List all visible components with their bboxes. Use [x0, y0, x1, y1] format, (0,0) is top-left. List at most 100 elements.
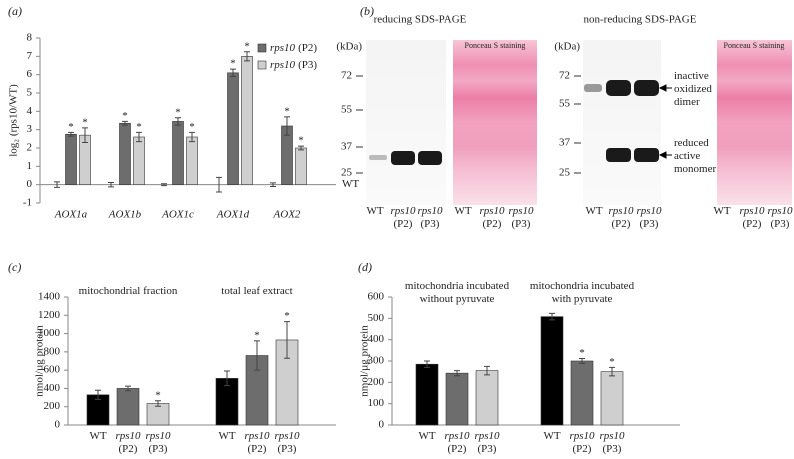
label-name: WT	[713, 205, 731, 217]
bar-label: rps10 (P3)	[592, 430, 632, 456]
y-axis-label: nmol/µg protein	[359, 325, 371, 397]
significance: *	[122, 110, 128, 122]
error-bar	[254, 340, 260, 371]
label-name: rps10	[244, 430, 270, 442]
gel-reducing	[366, 40, 446, 205]
bar	[540, 316, 564, 426]
error-bar	[155, 400, 161, 407]
bar-label: rps10 (P3)	[503, 205, 539, 231]
band	[606, 80, 631, 96]
group-title: mitochondria incubated with pyruvate	[529, 280, 635, 305]
bar-label: rps10 (P2)	[385, 205, 421, 231]
significance: *	[244, 40, 250, 52]
significance: *	[68, 121, 74, 133]
bar-label: rps10 (P2)	[734, 205, 770, 231]
bar	[475, 370, 499, 426]
bar	[241, 56, 253, 185]
y-tick-label: 1	[27, 160, 33, 172]
significance: *	[579, 347, 585, 359]
legend-tag: (P2)	[298, 42, 317, 54]
marker-label: 72	[559, 70, 570, 82]
label-tag: (P3)	[511, 218, 531, 230]
bar	[186, 136, 198, 185]
label-name: rps10	[608, 205, 634, 217]
band	[634, 148, 659, 162]
marker-label: 72	[341, 70, 352, 82]
label-name: rps10	[767, 205, 793, 217]
y-tick-label: 300	[368, 355, 385, 367]
bar-label: rps10 (P2)	[562, 430, 602, 456]
unit-label: (kDa)	[336, 41, 362, 53]
y-tick-label: 400	[44, 382, 61, 394]
label-tag: (P3)	[277, 443, 297, 455]
legend-label: rps10 (P3)	[270, 59, 317, 71]
gel-nonreducing	[583, 40, 661, 205]
error-bar	[54, 181, 60, 188]
bar-label: WT	[78, 430, 118, 443]
label-tag: (P2)	[118, 443, 138, 455]
bar-label: rps10 (P3)	[467, 430, 507, 456]
y-axis-label: log₂ (rps10/WT)	[8, 84, 20, 157]
annotation: reduced active monomer	[674, 137, 717, 175]
error-bar	[82, 127, 88, 143]
error-bar	[68, 131, 74, 137]
y-tick-label: 2	[27, 142, 33, 154]
label-tag: (P3)	[420, 218, 440, 230]
y-tick-label: 500	[368, 312, 385, 324]
marker-label: 37	[341, 141, 353, 153]
label-name: rps10	[479, 205, 505, 217]
x-tick-label: AOX1b	[108, 209, 142, 221]
error-bar	[284, 321, 290, 359]
error-bar	[284, 116, 290, 136]
y-tick-label: 100	[368, 397, 385, 409]
y-tick-label: 800	[44, 345, 61, 357]
error-bar	[298, 145, 304, 151]
label-name: rps10	[145, 430, 171, 442]
significance: *	[298, 135, 304, 147]
y-tick-label: 600	[44, 364, 61, 376]
bar-label: WT	[576, 205, 612, 218]
error-bar	[122, 120, 128, 126]
annotation: inactive oxidized dimer	[674, 70, 712, 108]
error-bar	[161, 183, 167, 187]
bar-label: rps10 (P2)	[437, 430, 477, 456]
bar-label: rps10 (P3)	[138, 430, 178, 456]
marker-label: 25	[559, 167, 571, 179]
bar	[133, 136, 145, 185]
label-name: WT	[89, 430, 107, 442]
group-title: total leaf extract	[221, 285, 293, 297]
legend-swatch	[257, 43, 267, 53]
label-tag: (P2)	[447, 443, 467, 455]
y-tick-label: 1000	[38, 327, 61, 339]
arrows	[658, 84, 672, 159]
bar-label: rps10 (P3)	[762, 205, 794, 231]
series-label: WT	[342, 178, 359, 190]
error-bar	[484, 365, 490, 376]
bar	[116, 388, 140, 426]
label-name: rps10	[390, 205, 416, 217]
legend-label: rps10 (P2)	[270, 42, 317, 54]
stain-label: Ponceau S staining	[465, 41, 526, 50]
y-tick-label: 0	[379, 419, 385, 431]
y-tick-label: 600	[368, 291, 385, 303]
bar-label: rps10 (P3)	[267, 430, 307, 456]
blot-title: reducing SDS-PAGE	[374, 14, 467, 26]
y-tick-label: 0	[55, 419, 61, 431]
y-tick-label: 5	[27, 87, 33, 99]
label-name: rps10	[508, 205, 534, 217]
marker-label: 37	[559, 137, 571, 149]
label-tag: (P2)	[482, 218, 502, 230]
blot-title: non-reducing SDS-PAGE	[584, 14, 697, 26]
error-bar	[95, 389, 101, 400]
bar	[295, 147, 307, 185]
significance: *	[82, 116, 88, 128]
y-tick-label: 200	[44, 400, 61, 412]
legend-tag: (P3)	[298, 59, 317, 71]
bar-label: WT	[704, 205, 740, 218]
label-tag: (P2)	[611, 218, 631, 230]
y-tick-label: 8	[27, 32, 33, 44]
error-bar	[175, 117, 181, 126]
significance: *	[284, 105, 290, 117]
bar-label: WT	[357, 205, 393, 218]
label-tag: (P2)	[247, 443, 267, 455]
